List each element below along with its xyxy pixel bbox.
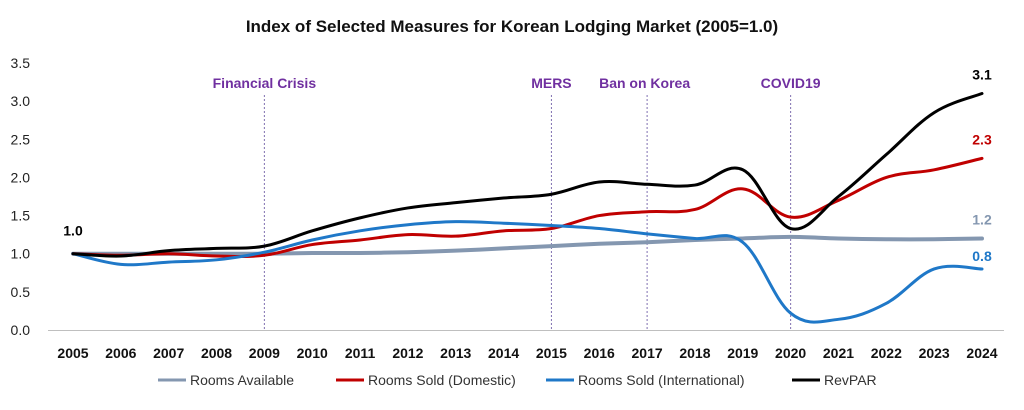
annotation-label: COVID19 bbox=[761, 75, 821, 91]
y-tick-label: 2.5 bbox=[11, 131, 31, 147]
x-tick-label: 2008 bbox=[201, 345, 232, 361]
x-tick-label: 2006 bbox=[105, 345, 136, 361]
series-line-rooms-sold-international bbox=[71, 220, 984, 324]
x-tick-label: 2011 bbox=[345, 345, 376, 361]
x-tick-label: 2019 bbox=[727, 345, 758, 361]
x-tick-label: 2024 bbox=[966, 345, 997, 361]
end-value-label: 1.2 bbox=[972, 211, 992, 227]
series-line-rooms-sold-domestic bbox=[71, 156, 984, 258]
legend-entry: RevPAR bbox=[824, 372, 877, 388]
annotation-label: Ban on Korea bbox=[599, 75, 690, 91]
y-tick-label: 3.0 bbox=[11, 93, 31, 109]
x-tick-label: 2010 bbox=[297, 345, 328, 361]
series-line-rooms-available bbox=[71, 234, 984, 256]
x-tick-label: 2017 bbox=[632, 345, 663, 361]
y-tick-label: 1.0 bbox=[11, 246, 31, 262]
x-tick-label: 2005 bbox=[57, 345, 88, 361]
x-tick-label: 2018 bbox=[679, 345, 710, 361]
annotation-layer: Financial Crisis MERS Ban on Korea COVID19 bbox=[213, 75, 821, 330]
y-tick-label: 0.5 bbox=[11, 284, 31, 300]
y-tick-label: 1.5 bbox=[11, 208, 31, 224]
x-tick-label: 2013 bbox=[440, 345, 471, 361]
legend-entry: Rooms Sold (International) bbox=[578, 372, 745, 388]
legend: Rooms Available Rooms Sold (Domestic) Room… bbox=[158, 372, 877, 388]
x-tick-label: 2012 bbox=[392, 345, 423, 361]
start-value-label: 1.0 bbox=[63, 223, 83, 239]
x-axis: 2005 2006 2007 2008 2009 2010 2011 2012 2013 2014… bbox=[48, 330, 1004, 361]
x-tick-label: 2023 bbox=[919, 345, 950, 361]
x-tick-label: 2021 bbox=[823, 345, 854, 361]
x-tick-label: 2015 bbox=[536, 345, 567, 361]
x-tick-label: 2009 bbox=[249, 345, 280, 361]
end-value-label: 2.3 bbox=[972, 131, 992, 147]
y-tick-label: 3.5 bbox=[11, 55, 31, 71]
annotation-label: MERS bbox=[531, 75, 571, 91]
x-tick-label: 2007 bbox=[153, 345, 184, 361]
series-layer bbox=[71, 92, 984, 324]
y-tick-label: 2.0 bbox=[11, 169, 31, 185]
legend-entry: Rooms Available bbox=[190, 372, 294, 388]
x-tick-label: 2020 bbox=[775, 345, 806, 361]
x-tick-label: 2014 bbox=[488, 345, 519, 361]
legend-entry: Rooms Sold (Domestic) bbox=[368, 372, 516, 388]
y-axis: 0.0 0.5 1.0 1.5 2.0 2.5 3.0 3.5 bbox=[11, 55, 31, 338]
chart-title: Index of Selected Measures for Korean Lo… bbox=[246, 17, 778, 36]
y-tick-label: 0.0 bbox=[11, 322, 31, 338]
annotation-label: Financial Crisis bbox=[213, 75, 317, 91]
x-tick-label: 2016 bbox=[584, 345, 615, 361]
end-value-label: 3.1 bbox=[972, 67, 992, 83]
series-line-revpar bbox=[71, 92, 984, 258]
x-tick-label: 2022 bbox=[871, 345, 902, 361]
data-label-layer: 1.2 2.3 0.8 3.1 1.0 bbox=[63, 67, 992, 264]
end-value-label: 0.8 bbox=[972, 248, 992, 264]
